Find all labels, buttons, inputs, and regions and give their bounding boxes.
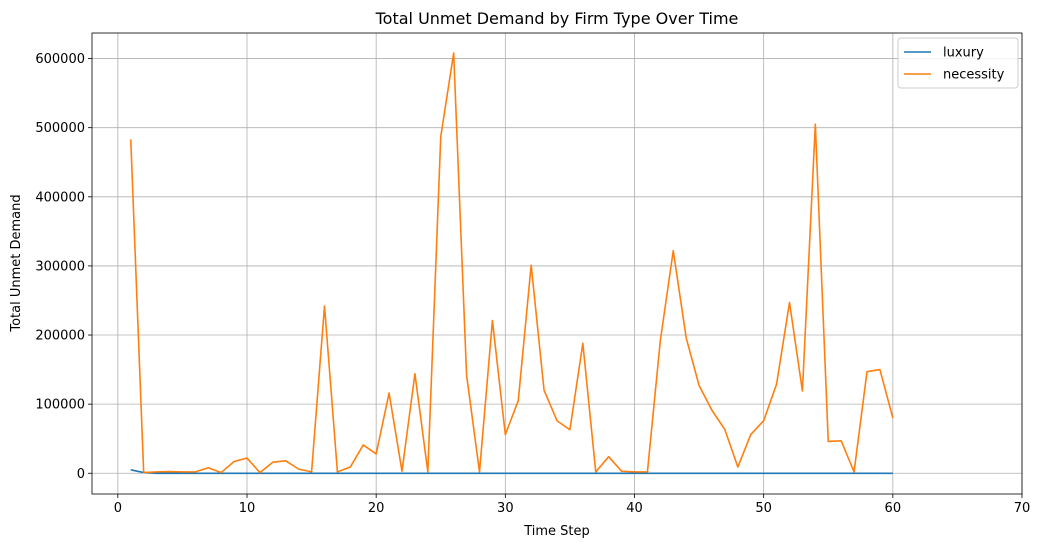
y-tick-label: 600000 <box>35 52 85 67</box>
x-axis-ticks: 0 10 20 30 40 50 60 70 <box>114 494 1031 516</box>
x-tick-label: 40 <box>626 501 643 516</box>
x-tick-label: 60 <box>885 501 902 516</box>
legend-label-necessity: necessity <box>943 68 1005 83</box>
grid <box>92 33 1023 494</box>
y-axis-title: Total Unmet Demand <box>9 194 24 332</box>
y-tick-label: 200000 <box>35 329 85 344</box>
legend-box <box>897 37 1019 89</box>
x-tick-label: 10 <box>239 501 256 516</box>
x-tick-label: 0 <box>114 501 122 516</box>
x-tick-label: 70 <box>1014 501 1031 516</box>
y-tick-label: 100000 <box>35 398 85 413</box>
x-tick-label: 50 <box>755 501 772 516</box>
x-axis-title: Time Step <box>523 524 590 539</box>
y-tick-label: 300000 <box>35 259 85 274</box>
legend-label-luxury: luxury <box>943 46 984 61</box>
series-lines <box>129 52 894 475</box>
x-tick-label: 20 <box>368 501 385 516</box>
y-tick-label: 500000 <box>35 121 85 136</box>
series-line-necessity <box>129 52 894 474</box>
series-line-luxury <box>130 469 893 475</box>
y-tick-label: 0 <box>77 467 85 482</box>
plot-area-frame <box>91 32 1023 495</box>
x-tick-label: 30 <box>497 501 514 516</box>
chart-title: Total Unmet Demand by Firm Type Over Tim… <box>375 9 739 28</box>
y-tick-label: 400000 <box>35 190 85 205</box>
legend: luxury necessity <box>897 37 1019 89</box>
y-axis-ticks: 0 100000 200000 300000 400000 500000 600000 <box>35 52 92 482</box>
